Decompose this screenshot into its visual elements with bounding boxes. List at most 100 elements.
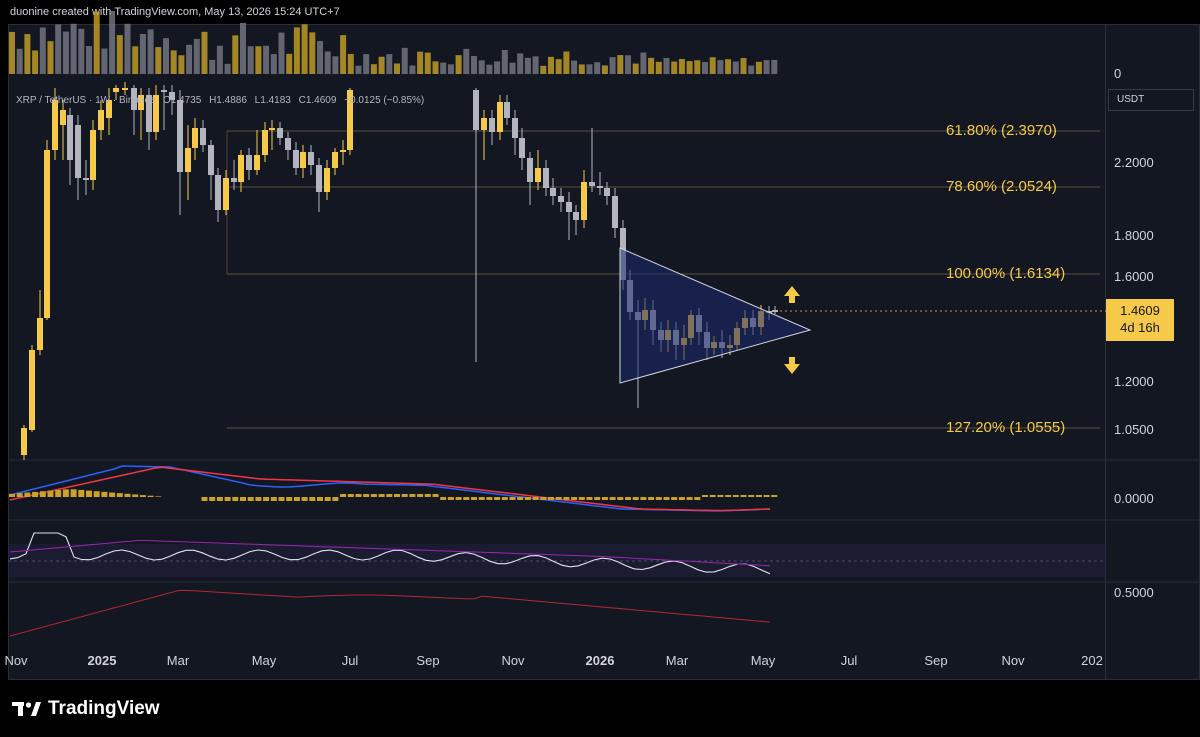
legend-symbol: XRP / TetherUS · 1W · Binance [16, 95, 156, 106]
macd-histogram-bar [763, 495, 770, 497]
volume-bar [678, 58, 685, 74]
macd-histogram-bar [378, 494, 385, 497]
volume-bar [201, 31, 208, 74]
fib-level-label: 61.80% (2.3970) [946, 122, 1057, 139]
macd-histogram-bar [532, 497, 539, 500]
volume-bar [763, 60, 770, 74]
bar-countdown: 4d 16h [1120, 320, 1160, 335]
macd-line [9, 465, 771, 512]
macd-histogram-bar [247, 497, 254, 501]
macd-histogram-bar [209, 497, 216, 501]
volume-bar [494, 61, 501, 74]
volume-bar [347, 53, 354, 74]
time-axis-label: Jul [341, 653, 359, 668]
volume-bar [655, 61, 662, 74]
time-axis-label: Nov [501, 653, 525, 668]
volume-bar [432, 61, 439, 74]
volume-bar [116, 35, 123, 74]
volume-bar [293, 27, 300, 75]
candle [67, 115, 73, 160]
volume-bar [694, 60, 701, 74]
volume-bar [340, 35, 347, 74]
breakout-up-arrow [784, 286, 800, 303]
macd-histogram-bar [24, 492, 31, 497]
macd-histogram-bar [124, 493, 131, 497]
macd-histogram-bar [725, 495, 732, 497]
tradingview-logo[interactable]: TradingView [12, 698, 160, 720]
price-tick: 1.0500 [1114, 422, 1154, 437]
candle [131, 88, 137, 110]
macd-histogram-bar [463, 497, 470, 500]
volume-bar [501, 49, 508, 74]
macd-histogram-bar [601, 497, 608, 500]
macd-histogram-bar [62, 489, 69, 497]
volume-bar [594, 62, 601, 74]
volume-bar [155, 47, 162, 74]
macd-histogram-bar [586, 497, 593, 500]
macd-histogram-bar [432, 494, 439, 497]
volume-bar [401, 47, 408, 74]
candle [535, 168, 541, 182]
volume-bar [124, 23, 131, 75]
volume-bar [47, 41, 54, 74]
candle [113, 88, 119, 92]
candle [612, 196, 618, 228]
volume-bar [370, 64, 377, 74]
volume-bar [170, 50, 177, 74]
macd-histogram-bar [440, 497, 447, 500]
macd-histogram-bar [101, 491, 108, 497]
time-axis-label: 202 [1081, 653, 1103, 668]
volume-bar [586, 64, 593, 74]
macd-histogram-bar [224, 497, 231, 501]
candle [231, 178, 237, 182]
legend-close: C1.4609 [298, 95, 337, 106]
last-price-badge: 1.4609 4d 16h [1106, 299, 1174, 341]
time-axis-label: May [750, 653, 776, 668]
signal-line [9, 466, 771, 512]
candle [573, 212, 579, 220]
volume-bar [671, 61, 678, 74]
candle [543, 168, 549, 188]
macd-histogram-bar [39, 491, 46, 497]
legend-high: H1.4886 [209, 95, 247, 106]
volume-bar [178, 55, 185, 74]
volume-bar [732, 61, 739, 74]
volume-bar [748, 65, 755, 74]
chart-frame[interactable] [8, 24, 1106, 680]
volume-bar [247, 46, 254, 74]
macd-histogram-bar [424, 494, 431, 497]
candle [497, 102, 503, 132]
candle [481, 118, 487, 130]
candle [52, 100, 58, 150]
macd-histogram-bar [216, 497, 223, 501]
currency-label[interactable]: USDT [1108, 89, 1194, 111]
volume-bar [440, 62, 447, 74]
brand-name: TradingView [48, 698, 160, 719]
candle [347, 90, 353, 150]
candle [558, 196, 564, 202]
macd-axis-tick: 0.0000 [1114, 491, 1154, 506]
volume-bar [632, 63, 639, 74]
macd-histogram-bar [640, 497, 647, 500]
volume-bar [32, 50, 39, 74]
macd-histogram-bar [740, 495, 747, 497]
legend-open: O1.4735 [162, 95, 202, 106]
volume-bar [101, 48, 108, 74]
candle [90, 130, 96, 180]
macd-histogram-bar [417, 494, 424, 497]
time-axis-label: May [251, 653, 277, 668]
macd-histogram-bar [109, 492, 116, 497]
volume-bar [609, 57, 616, 74]
candle [597, 186, 603, 188]
macd-histogram-bar [286, 497, 293, 501]
candle [60, 110, 66, 125]
tradingview-logo-icon [12, 702, 41, 716]
candle [473, 90, 479, 130]
volume-bar [147, 29, 154, 75]
fib-level-label: 100.00% (1.6134) [946, 265, 1066, 282]
macd-histogram-bar [301, 497, 308, 501]
macd-histogram-bar [709, 495, 716, 497]
candle [21, 428, 27, 455]
volume-bar [617, 55, 624, 74]
